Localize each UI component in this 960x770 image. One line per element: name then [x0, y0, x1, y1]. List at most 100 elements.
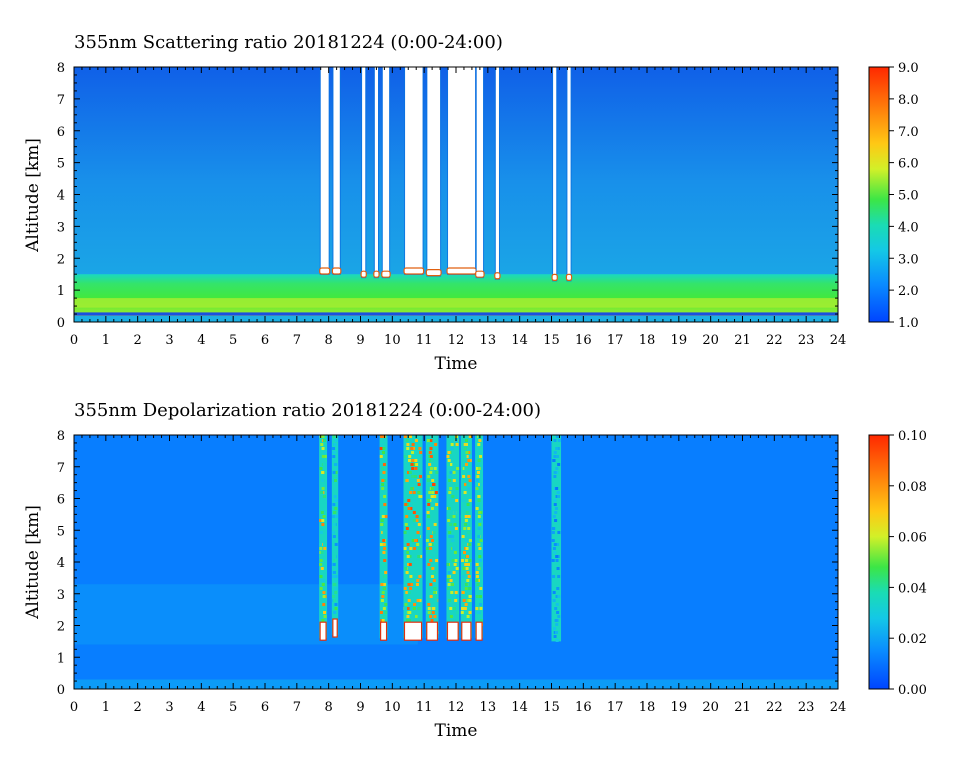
depol-speckle: [382, 447, 386, 450]
depol-speckle: [448, 475, 452, 478]
depol-speckle: [381, 487, 385, 490]
depol-speckle: [406, 615, 410, 618]
depol-speckle: [333, 555, 337, 558]
depol-speckle: [382, 531, 386, 534]
depol-speckle: [409, 491, 413, 494]
depol-speckle: [446, 575, 450, 578]
depol-speckle: [384, 571, 388, 574]
x-tick-label: 3: [165, 333, 173, 348]
depol-speckle: [478, 555, 482, 558]
depol-speckle: [411, 475, 415, 478]
depol-speckle: [429, 455, 433, 458]
depol-speckle: [403, 435, 407, 438]
depol-speckle: [406, 607, 410, 610]
depol-speckle: [463, 483, 467, 486]
depol-speckle: [411, 443, 415, 446]
depol-speckle: [382, 543, 386, 546]
depol-speckle: [432, 579, 436, 582]
x-tick-label: 15: [543, 700, 560, 715]
depol-speckle: [448, 535, 452, 538]
y-tick-label: 6: [57, 125, 65, 140]
y-tick-label: 2: [57, 620, 65, 635]
depol-speckle: [335, 539, 339, 542]
depol-speckle: [405, 571, 409, 574]
depol-speckle: [556, 447, 560, 450]
x-tick-label: 17: [607, 333, 624, 348]
depol-speckle: [384, 603, 388, 606]
depol-column: [460, 435, 472, 639]
x-tick-label: 10: [384, 333, 401, 348]
cloud-column: [553, 67, 557, 278]
depol-speckle: [320, 491, 324, 494]
depol-speckle: [380, 435, 384, 438]
colorbar-tick-label: 8.0: [898, 93, 919, 108]
x-tick-label: 12: [448, 333, 465, 348]
depol-speckle: [476, 583, 480, 586]
depol-speckle: [404, 603, 408, 606]
depol-speckle: [419, 555, 423, 558]
depol-speckle: [479, 483, 483, 486]
depol-speckle: [414, 539, 418, 542]
depol-speckle: [468, 543, 472, 546]
x-tick-label: 18: [639, 333, 656, 348]
y-tick-label: 3: [57, 220, 65, 235]
surface-line: [74, 312, 838, 316]
depol-speckle: [430, 539, 434, 542]
depol-speckle: [331, 531, 335, 534]
depol-speckle: [447, 451, 451, 454]
depol-speckle: [321, 487, 325, 490]
depol-speckle: [332, 503, 336, 506]
depol-speckle: [449, 463, 453, 466]
cloud-column: [382, 67, 390, 275]
cloud-column: [495, 67, 499, 276]
cloud-base: [446, 267, 477, 275]
depol-speckle: [426, 443, 430, 446]
depol-speckle: [555, 495, 559, 498]
depol-speckle: [553, 551, 557, 554]
depol-speckle: [426, 555, 430, 558]
depol-speckle: [427, 475, 431, 478]
depol-speckle: [334, 591, 338, 594]
depol-speckle: [381, 515, 385, 518]
depol-speckle: [451, 535, 455, 538]
depol-speckle: [461, 535, 465, 538]
depol-speckle: [414, 615, 418, 618]
depol-speckle: [466, 455, 470, 458]
depol-speckle: [553, 503, 557, 506]
depol-speckle: [475, 487, 479, 490]
depol-speckle: [333, 611, 337, 614]
depol-speckle: [455, 567, 459, 570]
depol-speckle: [435, 447, 439, 450]
depol-speckle: [319, 555, 323, 558]
depol-speckle: [478, 547, 482, 550]
depol-speckle: [322, 579, 326, 582]
depol-speckle: [408, 435, 412, 438]
depol-speckle: [554, 631, 558, 634]
depol-speckle: [429, 439, 433, 442]
depol-speckle: [446, 563, 450, 566]
x-tick-label: 24: [830, 333, 847, 348]
depol-speckle: [383, 559, 387, 562]
depol-speckle: [551, 527, 555, 530]
depol-speckle: [406, 551, 410, 554]
depol-speckle: [456, 467, 460, 470]
depol-speckle: [379, 543, 383, 546]
colorbar-tick-label: 0.00: [898, 683, 927, 698]
depol-speckle: [464, 559, 468, 562]
depol-speckle: [434, 443, 438, 446]
cloud-column: [448, 67, 476, 271]
y-tick-label: 3: [57, 588, 65, 603]
depol-speckle: [432, 571, 436, 574]
colorbar-tick-label: 9.0: [898, 61, 919, 76]
depol-speckle: [380, 527, 384, 530]
x-tick-label: 6: [261, 700, 269, 715]
x-tick-label: 13: [480, 700, 497, 715]
depol-speckle: [411, 451, 415, 454]
depol-speckle: [319, 575, 323, 578]
depol-speckle: [553, 543, 557, 546]
depol-speckle: [464, 583, 468, 586]
depol-speckle: [404, 503, 408, 506]
depol-speckle: [416, 543, 420, 546]
x-tick-label: 1: [102, 333, 110, 348]
depol-speckle: [475, 479, 479, 482]
